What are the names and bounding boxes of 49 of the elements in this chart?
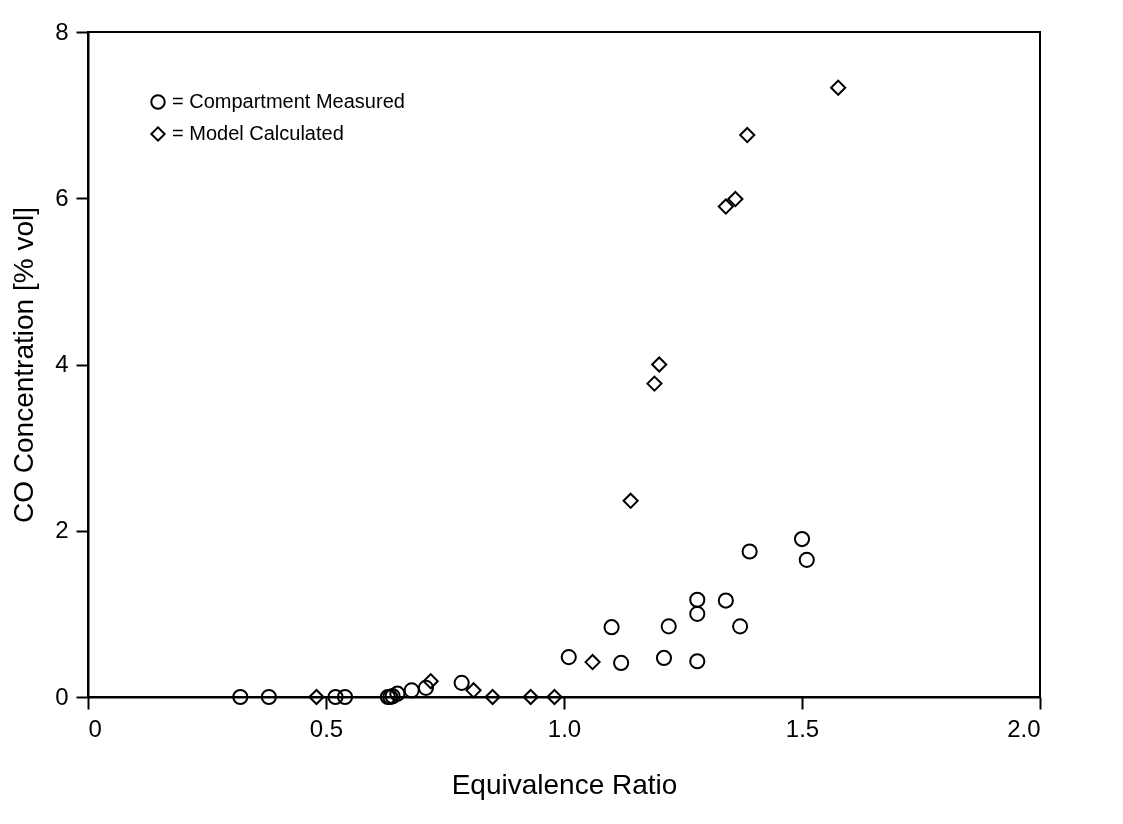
- point: [546, 688, 563, 706]
- point: [403, 682, 420, 699]
- point: [584, 654, 601, 671]
- y-tick-label: 8: [55, 17, 69, 45]
- point: [308, 688, 325, 706]
- point: [232, 688, 249, 706]
- legend-label: = Compartment Measured: [172, 90, 405, 112]
- x-axis-title: Equivalence Ratio: [451, 768, 678, 800]
- point: [717, 198, 734, 215]
- point: [453, 674, 470, 691]
- point: [484, 688, 501, 706]
- point: [741, 543, 758, 560]
- x-tick-label: 0: [88, 714, 102, 742]
- y-tick-label: 4: [55, 350, 69, 377]
- point: [560, 649, 577, 666]
- point: [660, 618, 677, 635]
- point: [655, 649, 673, 666]
- point: [465, 682, 482, 699]
- x-tick-label: 0.5: [309, 714, 344, 742]
- point: [336, 688, 354, 706]
- point: [327, 688, 344, 706]
- y-tick-label: 0: [55, 682, 69, 710]
- point: [732, 618, 749, 635]
- point: [717, 592, 734, 609]
- point: [793, 531, 811, 548]
- point: [417, 679, 435, 696]
- x-tick-label: 1.5: [785, 714, 820, 742]
- point: [389, 685, 406, 702]
- point: [622, 492, 639, 509]
- point: [613, 654, 630, 671]
- y-tick-label: 6: [55, 183, 69, 211]
- legend-label: = Model Calculated: [172, 122, 344, 144]
- point: [422, 673, 439, 690]
- point: [727, 191, 744, 208]
- point: [646, 375, 663, 392]
- point: [739, 127, 756, 144]
- point: [522, 688, 539, 706]
- point: [651, 356, 668, 373]
- point: [689, 653, 706, 670]
- y-tick-label: 2: [55, 516, 69, 544]
- point: [689, 591, 706, 608]
- x-tick-label: 1.0: [547, 714, 582, 742]
- point: [830, 79, 847, 96]
- point: [798, 551, 815, 568]
- point: [260, 688, 277, 706]
- x-tick-label: 2.0: [1007, 714, 1041, 742]
- y-axis-title: CO Concentration [% vol]: [8, 207, 40, 523]
- point: [603, 619, 620, 636]
- point: [689, 605, 706, 622]
